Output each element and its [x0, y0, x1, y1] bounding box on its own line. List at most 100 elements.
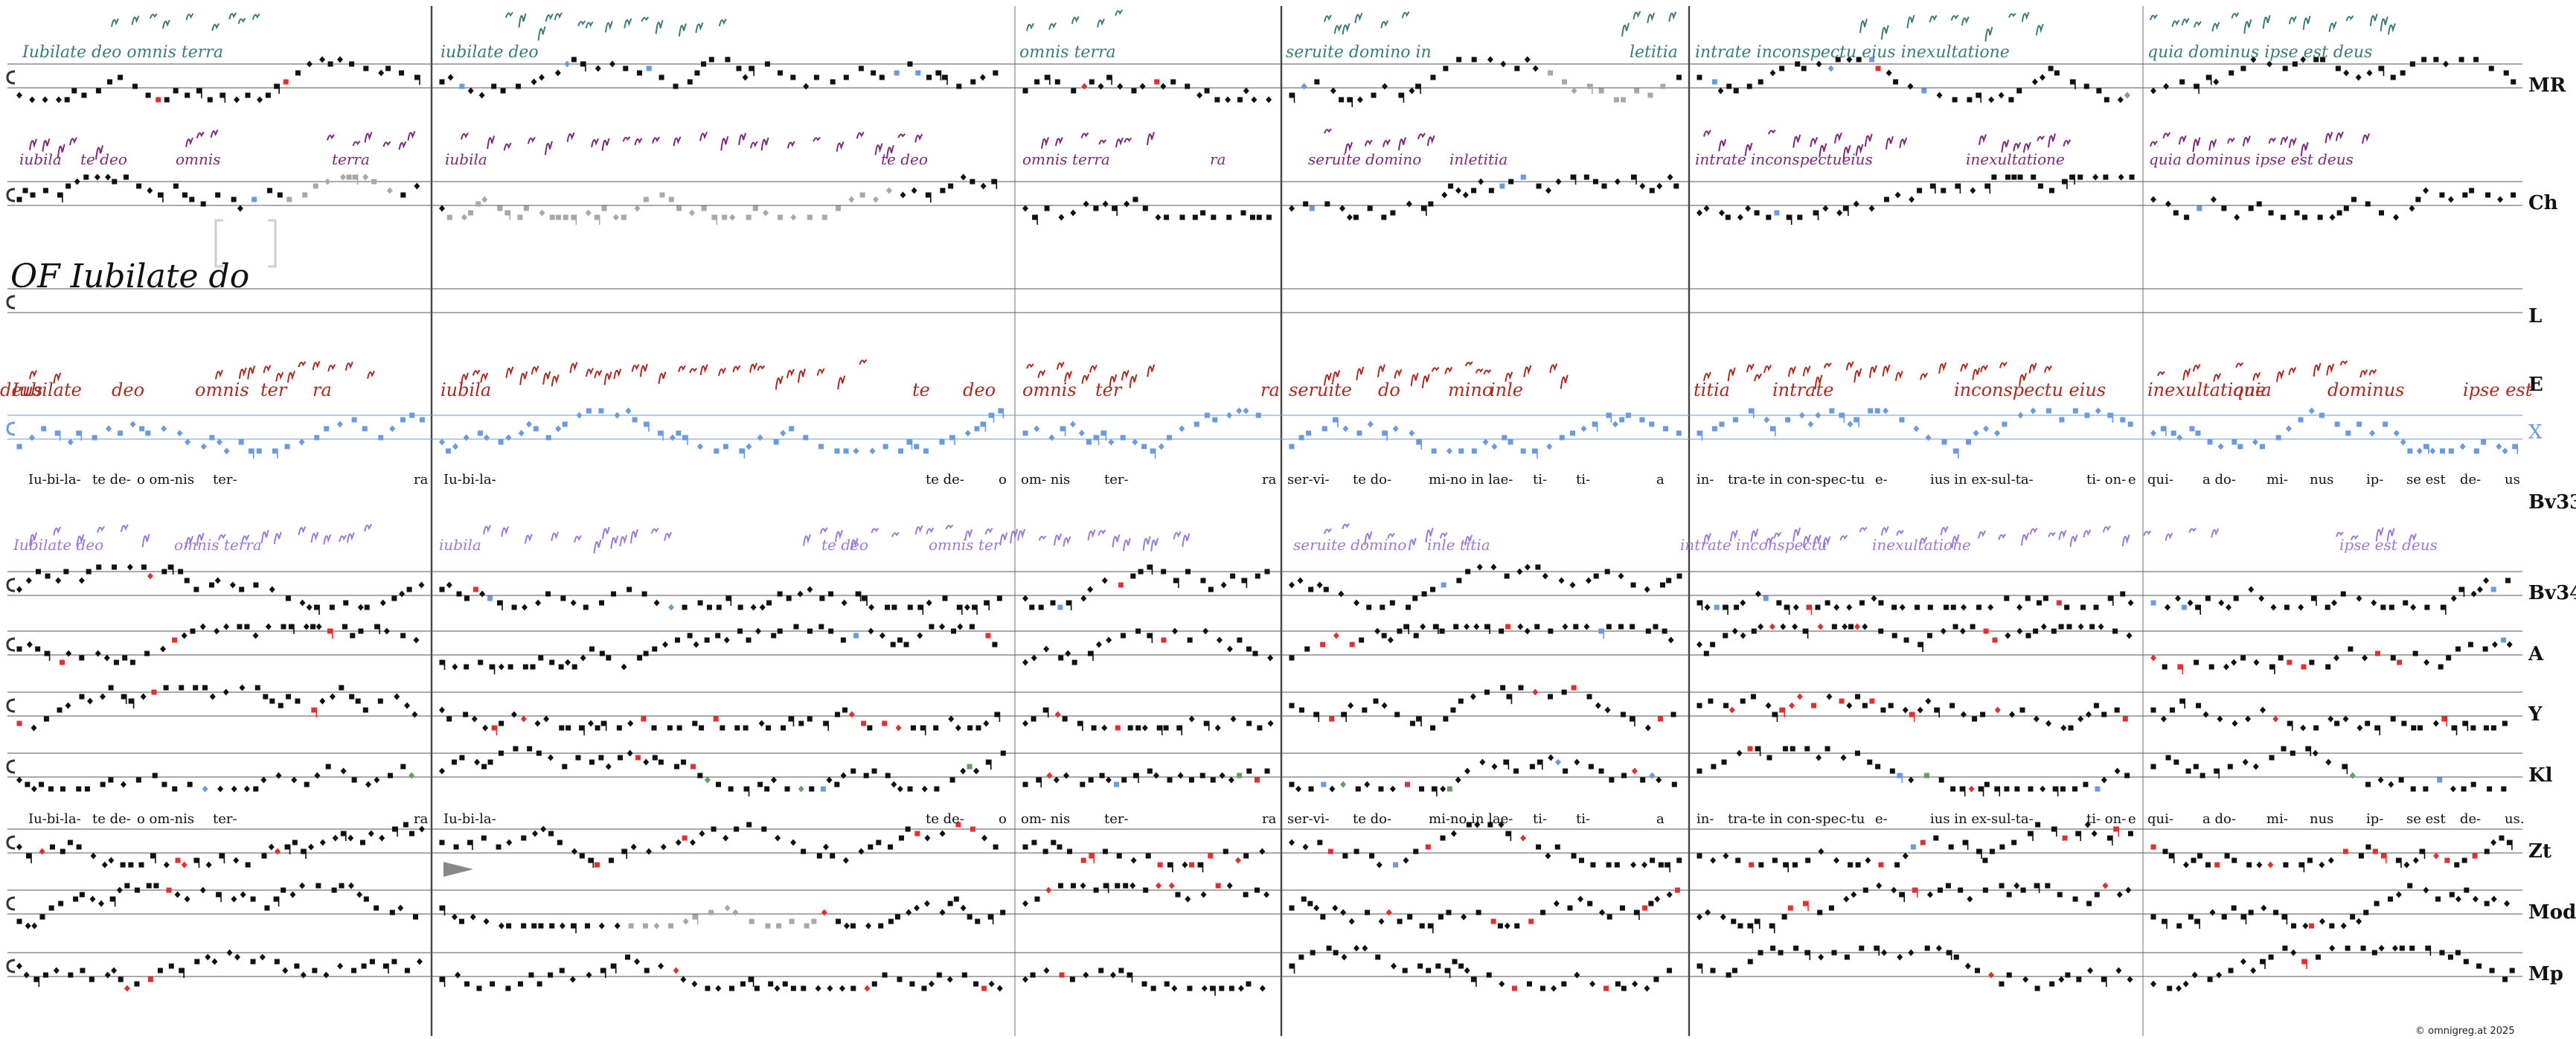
note-Bv34	[178, 569, 184, 575]
note-Zt	[26, 853, 32, 859]
note-Zt	[1474, 821, 1481, 828]
note-Mp	[1391, 962, 1397, 970]
note-MR	[491, 83, 497, 89]
note-A	[1320, 642, 1326, 648]
note-Mp	[1210, 985, 1216, 991]
note-Kl	[1968, 785, 1975, 793]
note-MR	[926, 74, 932, 80]
manuscript-text-bv33: iubila	[439, 536, 481, 554]
note-A	[828, 628, 834, 634]
note-Kl	[921, 785, 928, 793]
note-Bv34	[2403, 600, 2409, 606]
note-Mp	[1499, 980, 1505, 988]
adiastematic-neume-Bv33	[619, 534, 628, 547]
note-A	[315, 623, 322, 630]
note-MR	[1044, 74, 1050, 80]
lyric-syllable: om- nis	[1021, 472, 1071, 487]
note-Ch	[324, 178, 331, 185]
note-Mp	[1874, 945, 1880, 951]
note-Ch	[1455, 187, 1461, 194]
note-Bv34	[1389, 600, 1395, 606]
note-Kl	[1329, 785, 1336, 793]
note-A	[288, 624, 294, 630]
adiastematic-neume-E	[1464, 361, 1473, 367]
note-MR	[2039, 74, 2045, 81]
note-Zt	[645, 848, 652, 855]
note-Mod	[184, 895, 190, 903]
adiastematic-neume-E	[569, 362, 578, 374]
adiastematic-neume-Bv33	[298, 525, 307, 536]
note-Kl	[826, 776, 833, 784]
note-Bv34	[984, 600, 990, 606]
note-A	[60, 659, 65, 665]
adiastematic-neume-E	[1037, 370, 1046, 379]
note-Zt	[1080, 857, 1086, 863]
note-Zt	[1353, 848, 1359, 854]
note-Ch	[1083, 200, 1089, 208]
note-Zt	[2011, 840, 2017, 845]
note-A	[214, 627, 220, 635]
note-X	[669, 434, 676, 441]
note-A	[281, 624, 286, 630]
clef-Bv34	[6, 578, 16, 592]
note-MR	[1314, 79, 1320, 85]
adiastematic-neume-MR	[237, 17, 246, 25]
note-Zt	[790, 839, 797, 846]
lyric-syllable: o	[999, 811, 1007, 827]
adiastematic-neume-Ch	[1098, 139, 1107, 145]
note-Kl	[798, 785, 804, 793]
note-Zt	[1259, 848, 1266, 855]
note-Kl	[770, 776, 777, 784]
note-MR	[1660, 83, 1666, 89]
note-Y	[676, 725, 682, 731]
note-Ch	[2210, 196, 2217, 203]
adiastematic-neume-Ch	[503, 142, 512, 151]
note-Ch	[2409, 205, 2415, 212]
note-Mod	[668, 923, 674, 929]
note-Zt	[2403, 861, 2410, 869]
lyric-syllable: ra	[414, 472, 429, 487]
note-X	[2072, 408, 2078, 414]
note-Mod	[1332, 904, 1339, 912]
note-X	[1649, 421, 1655, 427]
note-Y	[57, 707, 63, 713]
note-Mod	[2291, 923, 2297, 929]
note-Mp	[2176, 985, 2182, 992]
note-A	[2278, 655, 2284, 661]
note-MR	[1621, 97, 1627, 103]
note-Ch	[1448, 183, 1454, 189]
note-A	[853, 633, 859, 639]
manuscript-text-ch: omnis terra	[1022, 150, 1110, 168]
note-X	[746, 443, 752, 450]
note-A	[2025, 633, 2031, 639]
note-Kl	[1503, 759, 1509, 765]
note-A	[2066, 624, 2072, 630]
note-Y	[1062, 716, 1068, 722]
adiastematic-neume-E	[1377, 364, 1385, 377]
note-Mod	[1705, 909, 1711, 916]
adiastematic-neume-Ch	[2022, 141, 2031, 153]
note-Mp	[68, 972, 74, 978]
note-X	[1446, 447, 1452, 455]
note-Kl	[48, 786, 54, 792]
note-Mod	[888, 918, 894, 924]
adiastematic-neume-E	[2235, 362, 2244, 368]
note-Mod	[1490, 918, 1496, 924]
adiastematic-neume-Ch	[1744, 142, 1753, 156]
adiastematic-neume-E	[531, 365, 539, 375]
note-Bv34	[1660, 582, 1666, 588]
note-Mod	[331, 887, 337, 893]
note-Ch	[711, 214, 717, 220]
note-Zt	[1989, 848, 1995, 854]
note-Ch	[2069, 174, 2075, 180]
note-X	[555, 425, 562, 432]
note-Zt	[761, 826, 767, 832]
note-Mp	[1726, 972, 1731, 978]
note-Mod	[2006, 892, 2012, 898]
note-Y	[1127, 725, 1133, 731]
note-Y	[743, 725, 749, 731]
note-X	[2207, 439, 2213, 445]
note-Mod	[865, 922, 872, 930]
note-MR	[2488, 65, 2494, 71]
